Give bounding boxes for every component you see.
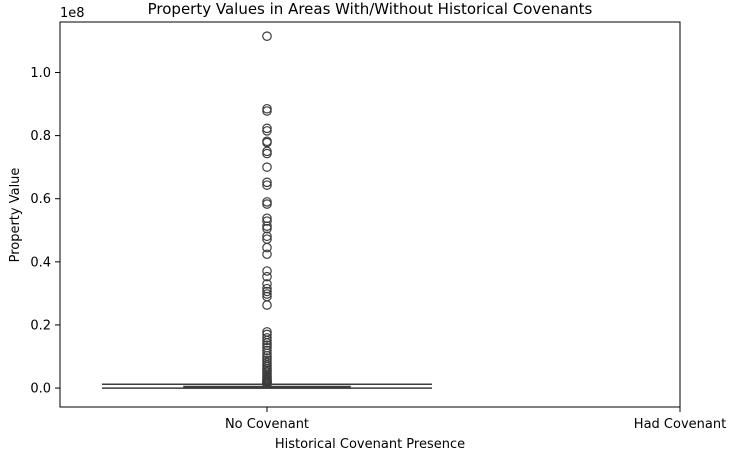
outlier-point	[262, 216, 272, 226]
box-group	[102, 31, 432, 389]
outlier-point	[262, 223, 272, 234]
x-axis-label: Historical Covenant Presence	[275, 437, 465, 452]
outlier-point	[262, 221, 272, 231]
outlier-point	[262, 289, 272, 299]
plot-area-frame	[59, 21, 681, 408]
chart-title: Property Values in Areas With/Without Hi…	[148, 0, 593, 18]
outlier-point	[262, 31, 272, 42]
outlier-point	[262, 345, 272, 356]
x-ticks-group: No Covenant Had Covenant	[225, 407, 726, 432]
outlier-point	[262, 231, 272, 242]
outlier-point	[262, 180, 272, 190]
outlier-point	[262, 199, 272, 209]
outlier-point	[262, 177, 272, 188]
y-axis-label: Property Value	[8, 168, 23, 263]
outlier-point	[262, 126, 272, 136]
y-tick-label: 1.0	[30, 66, 51, 81]
outlier-point	[262, 348, 272, 359]
outlier-point	[262, 162, 272, 172]
y-tick-label: 0.4	[30, 255, 51, 270]
outlier-point	[262, 333, 272, 343]
y-tick-label: 0.6	[30, 192, 51, 207]
outlier-point	[262, 335, 272, 346]
y-tick-label: 0.0	[30, 382, 51, 397]
y-tick-label: 0.2	[30, 318, 51, 333]
y-tick-label: 0.8	[30, 129, 51, 144]
outlier-point	[262, 249, 272, 260]
outlier-point	[262, 266, 272, 276]
outlier-point	[262, 279, 272, 289]
outlier-point	[262, 300, 272, 310]
y-offset-label: 1e8	[60, 6, 85, 21]
x-tick-label: Had Covenant	[634, 417, 726, 432]
outlier-point	[262, 286, 272, 297]
outlier-point	[262, 106, 272, 116]
outlier-point	[262, 242, 272, 253]
outlier-point	[262, 123, 272, 134]
x-tick-label: No Covenant	[225, 417, 309, 432]
y-ticks-group: 0.0 0.2 0.4 0.6 0.8 1.0	[30, 66, 60, 397]
outlier-point	[262, 148, 272, 159]
outlier-point	[262, 379, 272, 389]
outlier-point	[262, 271, 272, 282]
